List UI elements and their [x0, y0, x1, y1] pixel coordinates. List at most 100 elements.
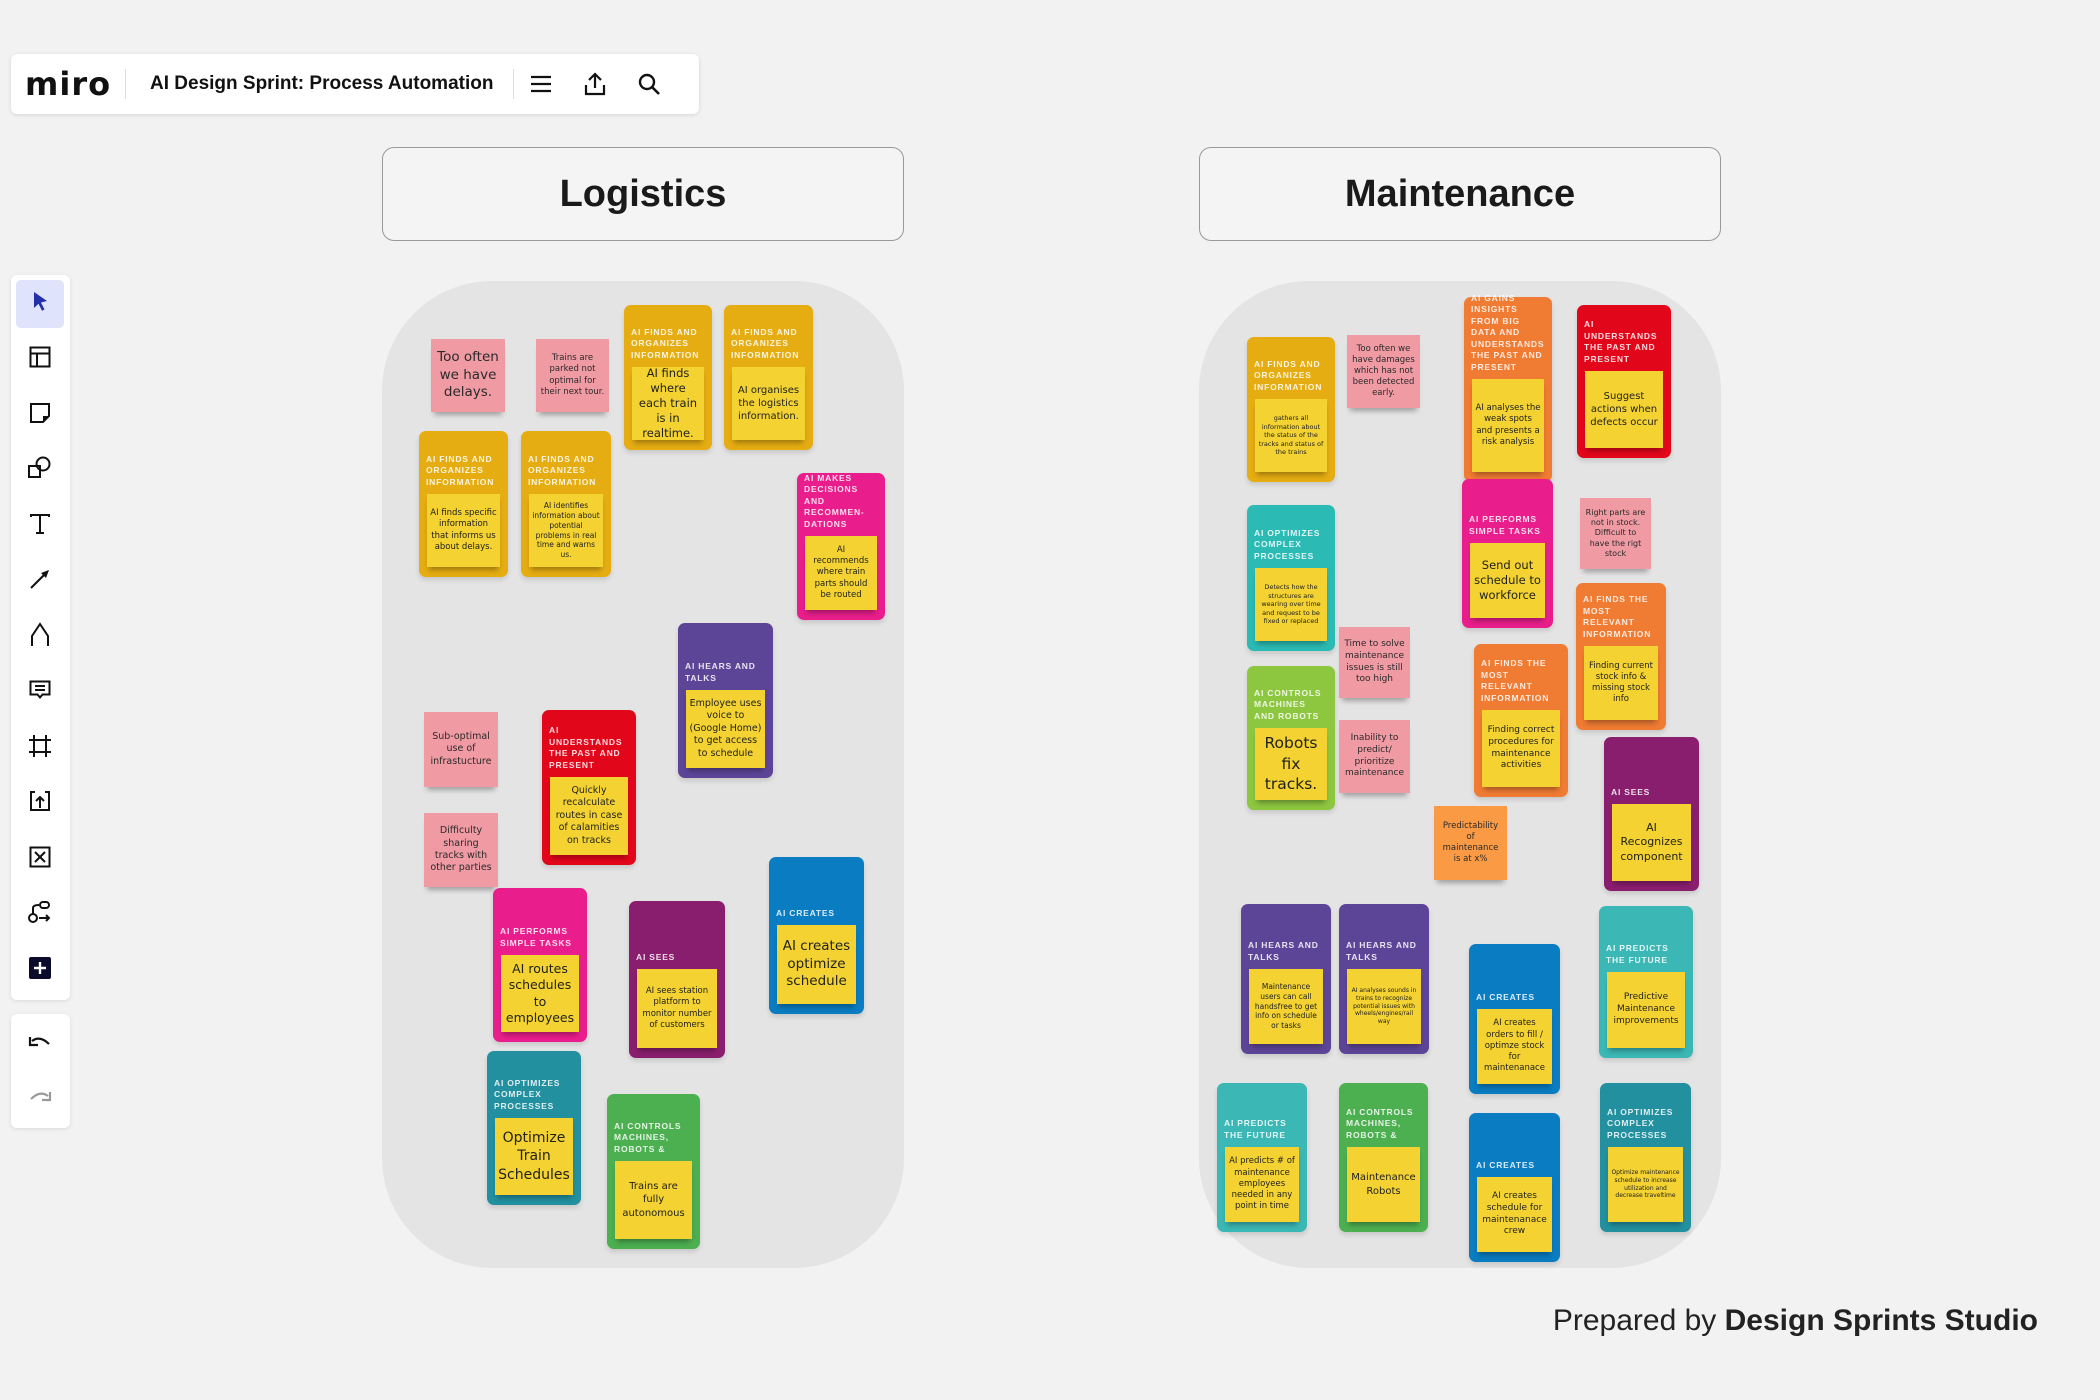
sticky-note[interactable]: Right parts are not in stock. Difficult … [1580, 498, 1651, 569]
ai-capability-card[interactable]: AI gains insights from big data and unde… [1464, 292, 1552, 482]
sticky-note[interactable]: Sub-optimal use of infrastucture [424, 712, 498, 787]
card-sticky-note[interactable]: Maintenance users can call handsfree to … [1249, 969, 1323, 1044]
ai-capability-card[interactable]: AI performs simple tasks Send out schedul… [1462, 479, 1553, 628]
card-category: AI sees [636, 951, 676, 962]
shapes-tool[interactable] [16, 447, 64, 495]
line-tool[interactable] [16, 558, 64, 606]
card-sticky-note[interactable]: gathers all information about the status… [1255, 399, 1327, 472]
card-sticky-note[interactable]: Optimize maintenance schedule to increas… [1608, 1147, 1683, 1222]
sticky-note-tool[interactable] [16, 391, 64, 439]
pen-tool[interactable] [16, 613, 64, 661]
footer-studio: Design Sprints Studio [1724, 1304, 2038, 1337]
card-category: AI creates [1476, 1159, 1535, 1170]
sticky-note[interactable]: Too often we have delays. [431, 339, 505, 412]
ai-capability-card[interactable]: AI hears and talks Maintenance users can … [1241, 904, 1331, 1054]
ai-capability-card[interactable]: AI creates AI creates orders to fill / op… [1469, 944, 1560, 1094]
card-sticky-note[interactable]: Robots fix tracks. [1255, 728, 1327, 800]
card-sticky-note[interactable]: Send out schedule to workforce [1470, 543, 1545, 618]
crop-tool[interactable] [16, 835, 64, 883]
card-sticky-note[interactable]: Trains are fully autonomous [615, 1161, 692, 1239]
redo-button[interactable] [16, 1078, 64, 1126]
ai-capability-card[interactable]: AI controls machines and robots Robots fi… [1247, 666, 1335, 810]
ai-capability-card[interactable]: AI finds and organizes information AI fin… [419, 431, 508, 577]
card-category: AI finds and organizes information [426, 453, 495, 487]
card-sticky-note[interactable]: Finding current stock info & missing sto… [1584, 646, 1658, 720]
card-sticky-note[interactable]: AI organises the logistics information. [732, 367, 805, 440]
miro-logo[interactable]: miro [25, 65, 112, 103]
card-category: AI understands the past and present [1584, 319, 1658, 364]
section-title-maintenance[interactable]: Maintenance [1199, 147, 1721, 241]
ai-capability-card[interactable]: AI sees AI Recognizes component [1604, 737, 1699, 891]
card-sticky-note[interactable]: AI finds where each train is in realtime… [632, 366, 704, 440]
card-sticky-note[interactable]: AI identifies information about potentia… [529, 494, 603, 567]
card-sticky-note[interactable]: AI sees station platform to monitor numb… [637, 969, 717, 1048]
card-sticky-note[interactable]: Detects how the structures are wearing o… [1255, 568, 1327, 641]
card-sticky-note[interactable]: AI predicts # of maintenance employees n… [1225, 1147, 1299, 1222]
card-sticky-note[interactable]: AI analyses the weak spots and presents … [1472, 379, 1544, 472]
ai-capability-card[interactable]: AI controls machines, robots & Maintenanc… [1339, 1083, 1428, 1232]
ai-capability-card[interactable]: AI finds and organizes information AI org… [724, 305, 813, 450]
ai-capability-card[interactable]: AI hears and talks Employee uses voice to… [678, 623, 773, 778]
ai-capability-card[interactable]: AI finds the most relevant information Fi… [1474, 644, 1568, 797]
card-sticky-note[interactable]: AI finds specific information that infor… [427, 494, 500, 567]
card-sticky-note[interactable]: AI creates optimize schedule [777, 925, 856, 1004]
ai-capability-card[interactable]: AI understands the past and present Sugge… [1577, 305, 1671, 458]
card-sticky-note[interactable]: Finding correct procedures for maintenan… [1482, 710, 1560, 787]
ai-capability-card[interactable]: AI sees AI sees station platform to monit… [629, 901, 725, 1058]
upload-icon[interactable] [581, 70, 609, 98]
card-sticky-note[interactable]: AI recommends where train parts should b… [805, 536, 877, 610]
sticky-note[interactable]: Trains are parked not optimal for their … [536, 339, 609, 412]
ai-capability-card[interactable]: AI hears and talks AI analyses sounds in … [1339, 904, 1429, 1054]
mind-map-tool[interactable] [16, 891, 64, 939]
board-title[interactable]: AI Design Sprint: Process Automation [150, 73, 494, 94]
undo-button[interactable] [16, 1022, 64, 1070]
sticky-note[interactable]: Time to solve maintenance issues is stil… [1339, 627, 1410, 698]
ai-capability-card[interactable]: AI performs simple tasks AI routes schedu… [493, 888, 587, 1042]
sticky-note[interactable]: Inability to predict/ prioritize mainten… [1339, 720, 1410, 793]
card-sticky-note[interactable]: Optimize Train Schedules [495, 1118, 573, 1195]
ai-capability-card[interactable]: AI predicts the future AI predicts # of m… [1217, 1083, 1307, 1232]
card-sticky-note[interactable]: Suggest actions when defects occur [1585, 371, 1663, 448]
card-sticky-note[interactable]: Employee uses voice to (Google Home) to … [686, 690, 765, 768]
upload-tool[interactable] [16, 780, 64, 828]
footer-credit: Prepared by Design Sprints Studio [1553, 1304, 2038, 1338]
sticky-note[interactable]: Difficulty sharing tracks with other par… [424, 813, 498, 887]
card-category: AI finds and organizes information [528, 453, 597, 487]
ai-capability-card[interactable]: AI controls machines, robots & Trains are… [607, 1094, 700, 1249]
ai-capability-card[interactable]: AI finds the most relevant information Fi… [1576, 583, 1666, 730]
card-sticky-note[interactable]: AI creates schedule for maintenanace cre… [1477, 1177, 1552, 1252]
ai-capability-card[interactable]: AI predicts the future Predictive Mainten… [1599, 906, 1693, 1058]
ai-capability-card[interactable]: AI makes decisions and recommen-dations A… [797, 473, 885, 620]
section-title-logistics[interactable]: Logistics [382, 147, 904, 241]
ai-capability-card[interactable]: AI understands the past and present Quick… [542, 710, 636, 865]
select-tool[interactable] [16, 280, 64, 328]
card-sticky-note[interactable]: Predictive Maintenance improvements [1607, 972, 1685, 1048]
add-tool-button[interactable] [16, 946, 64, 994]
card-sticky-note[interactable]: Maintenance Robots [1347, 1147, 1420, 1222]
ai-capability-card[interactable]: AI finds and organizes information AI ide… [521, 431, 611, 577]
text-tool[interactable] [16, 502, 64, 550]
ai-capability-card[interactable]: AI creates AI creates schedule for mainte… [1469, 1113, 1560, 1262]
ai-capability-card[interactable]: AI creates AI creates optimize schedule [769, 857, 864, 1014]
text-icon [28, 512, 52, 541]
card-sticky-note[interactable]: Quickly recalculate routes in case of ca… [550, 777, 628, 855]
comment-icon [28, 678, 52, 707]
card-sticky-note[interactable]: AI routes schedules to employees [501, 955, 579, 1032]
card-sticky-note[interactable]: AI analyses sounds in trains to recogniz… [1347, 969, 1421, 1044]
card-category: AI gains insights from big data and unde… [1471, 292, 1545, 372]
card-sticky-note[interactable]: AI Recognizes component [1612, 804, 1691, 881]
templates-tool[interactable] [16, 336, 64, 384]
card-category: AI understands the past and present [549, 725, 623, 770]
search-icon[interactable] [635, 70, 663, 98]
comment-tool[interactable] [16, 669, 64, 717]
ai-capability-card[interactable]: AI finds and organizes information gather… [1247, 337, 1335, 482]
frame-tool[interactable] [16, 724, 64, 772]
ai-capability-card[interactable]: AI finds and organizes information AI fin… [624, 305, 712, 450]
sticky-note[interactable]: Predictability of maintenance is at x% [1434, 806, 1507, 880]
sticky-note[interactable]: Too often we have damages which has not … [1347, 335, 1420, 408]
menu-icon[interactable] [527, 70, 555, 98]
card-sticky-note[interactable]: AI creates orders to fill / optimze stoc… [1477, 1009, 1552, 1084]
